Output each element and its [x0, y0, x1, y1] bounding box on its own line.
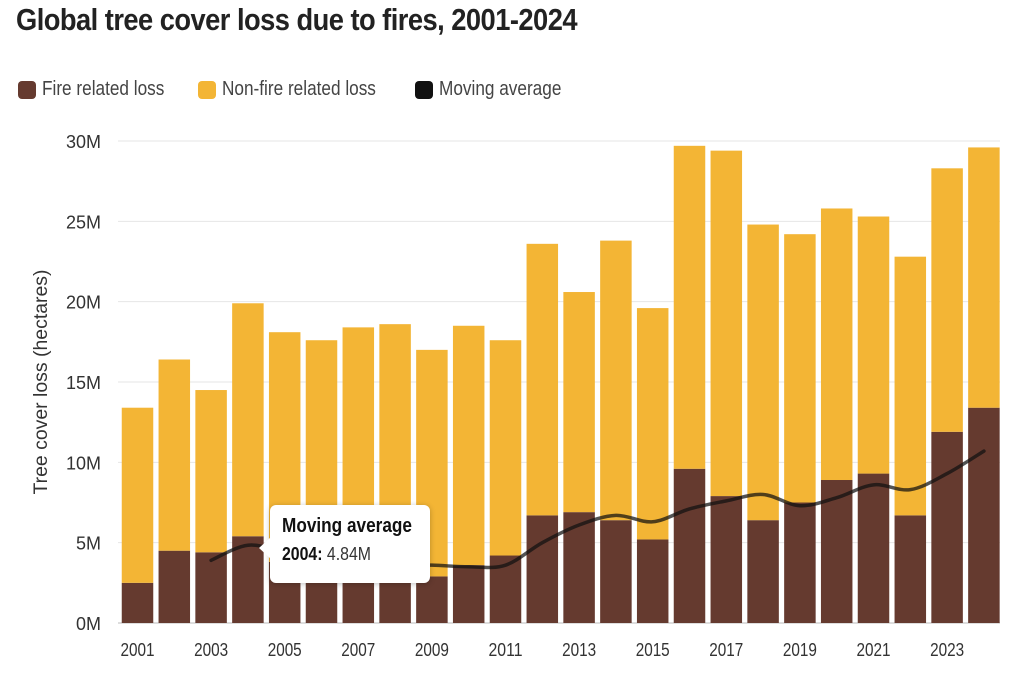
legend-swatch-non-fire	[198, 80, 217, 99]
bar-non-fire-2019[interactable]	[784, 234, 816, 503]
bars	[121, 145, 1000, 624]
bar-non-fire-2015[interactable]	[636, 308, 669, 540]
y-tick-label: 20M	[66, 293, 101, 313]
bar-fire-2024[interactable]	[968, 407, 1000, 623]
x-tick-label: 2003	[194, 640, 228, 660]
bar-fire-2023[interactable]	[931, 431, 963, 623]
tooltip-year: 2004:	[282, 544, 323, 564]
bar-fire-2016[interactable]	[673, 468, 706, 623]
chart-title: Global tree cover loss due to fires, 200…	[16, 2, 578, 37]
bar-fire-2001[interactable]	[121, 582, 154, 623]
bar-fire-2019[interactable]	[784, 502, 816, 624]
x-tick-label: 2015	[636, 640, 670, 660]
x-tick-label: 2013	[562, 640, 596, 660]
bar-fire-2018[interactable]	[747, 520, 779, 623]
bar-fire-2017[interactable]	[710, 496, 743, 623]
tooltip-row: 2004: 4.84M	[282, 544, 402, 565]
bar-non-fire-2001[interactable]	[121, 407, 154, 583]
y-tick-label: 30M	[66, 132, 101, 152]
x-axis-ticks: 2001 2003 2005 2007 2009 2011 2013 2015 2017 2019…	[121, 640, 965, 660]
tooltip-title: Moving average	[282, 515, 413, 537]
x-tick-label: 2001	[121, 640, 155, 660]
bar-non-fire-2004[interactable]	[232, 303, 264, 537]
bar-fire-2012[interactable]	[526, 515, 559, 623]
bar-non-fire-2014[interactable]	[600, 240, 632, 521]
bar-non-fire-2003[interactable]	[195, 390, 227, 553]
legend-label-fire: Fire related loss	[42, 78, 165, 100]
bar-non-fire-2013[interactable]	[563, 292, 595, 513]
bar-fire-2010[interactable]	[452, 565, 485, 623]
legend-label-non-fire: Non-fire related loss	[222, 78, 377, 100]
bar-non-fire-2002[interactable]	[158, 359, 191, 551]
y-axis-ticks: 0M 5M 10M 15M 20M 25M 30M	[66, 132, 101, 634]
bar-fire-2002[interactable]	[158, 550, 191, 623]
bar-non-fire-2010[interactable]	[452, 325, 485, 566]
legend-swatch-moving-average	[415, 80, 434, 99]
bar-non-fire-2016[interactable]	[673, 145, 706, 469]
x-tick-label: 2007	[341, 640, 375, 660]
bar-fire-2003[interactable]	[195, 552, 227, 623]
bar-fire-2009[interactable]	[416, 576, 448, 623]
y-tick-label: 10M	[66, 453, 101, 473]
bar-fire-2021[interactable]	[857, 473, 890, 623]
x-tick-label: 2021	[857, 640, 891, 660]
bar-non-fire-2021[interactable]	[857, 216, 890, 474]
bar-non-fire-2022[interactable]	[894, 256, 927, 516]
bar-non-fire-2020[interactable]	[820, 208, 853, 481]
y-tick-label: 15M	[66, 373, 101, 393]
bar-non-fire-2023[interactable]	[931, 168, 963, 432]
bar-non-fire-2017[interactable]	[710, 150, 743, 497]
bar-non-fire-2018[interactable]	[747, 224, 779, 521]
bar-fire-2015[interactable]	[636, 539, 669, 623]
tooltip: Moving average 2004: 4.84M	[259, 505, 430, 583]
x-tick-label: 2009	[415, 640, 449, 660]
y-axis-label: Tree cover loss (hectares)	[31, 270, 52, 495]
bar-non-fire-2011[interactable]	[489, 340, 522, 556]
x-tick-label: 2019	[783, 640, 817, 660]
x-tick-label: 2023	[930, 640, 964, 660]
legend: Fire related loss Non-fire related loss …	[18, 78, 596, 101]
y-tick-label: 25M	[66, 212, 101, 232]
y-tick-label: 5M	[76, 534, 101, 554]
x-tick-label: 2005	[268, 640, 302, 660]
bar-fire-2004[interactable]	[232, 536, 264, 623]
bar-fire-2014[interactable]	[600, 520, 632, 623]
x-tick-label: 2017	[709, 640, 743, 660]
bar-non-fire-2024[interactable]	[968, 147, 1000, 408]
x-tick-label: 2011	[489, 640, 523, 660]
y-tick-label: 0M	[76, 614, 101, 634]
bar-non-fire-2012[interactable]	[526, 243, 559, 516]
legend-item-moving-average[interactable]: Moving average	[415, 78, 581, 101]
legend-item-fire[interactable]: Fire related loss	[18, 78, 184, 101]
bar-fire-2022[interactable]	[894, 515, 927, 623]
legend-item-non-fire[interactable]: Non-fire related loss	[198, 78, 401, 101]
legend-swatch-fire	[18, 80, 36, 99]
legend-label-moving-average: Moving average	[439, 78, 562, 100]
bar-fire-2020[interactable]	[820, 480, 853, 623]
tooltip-value: 4.84M	[326, 544, 371, 564]
